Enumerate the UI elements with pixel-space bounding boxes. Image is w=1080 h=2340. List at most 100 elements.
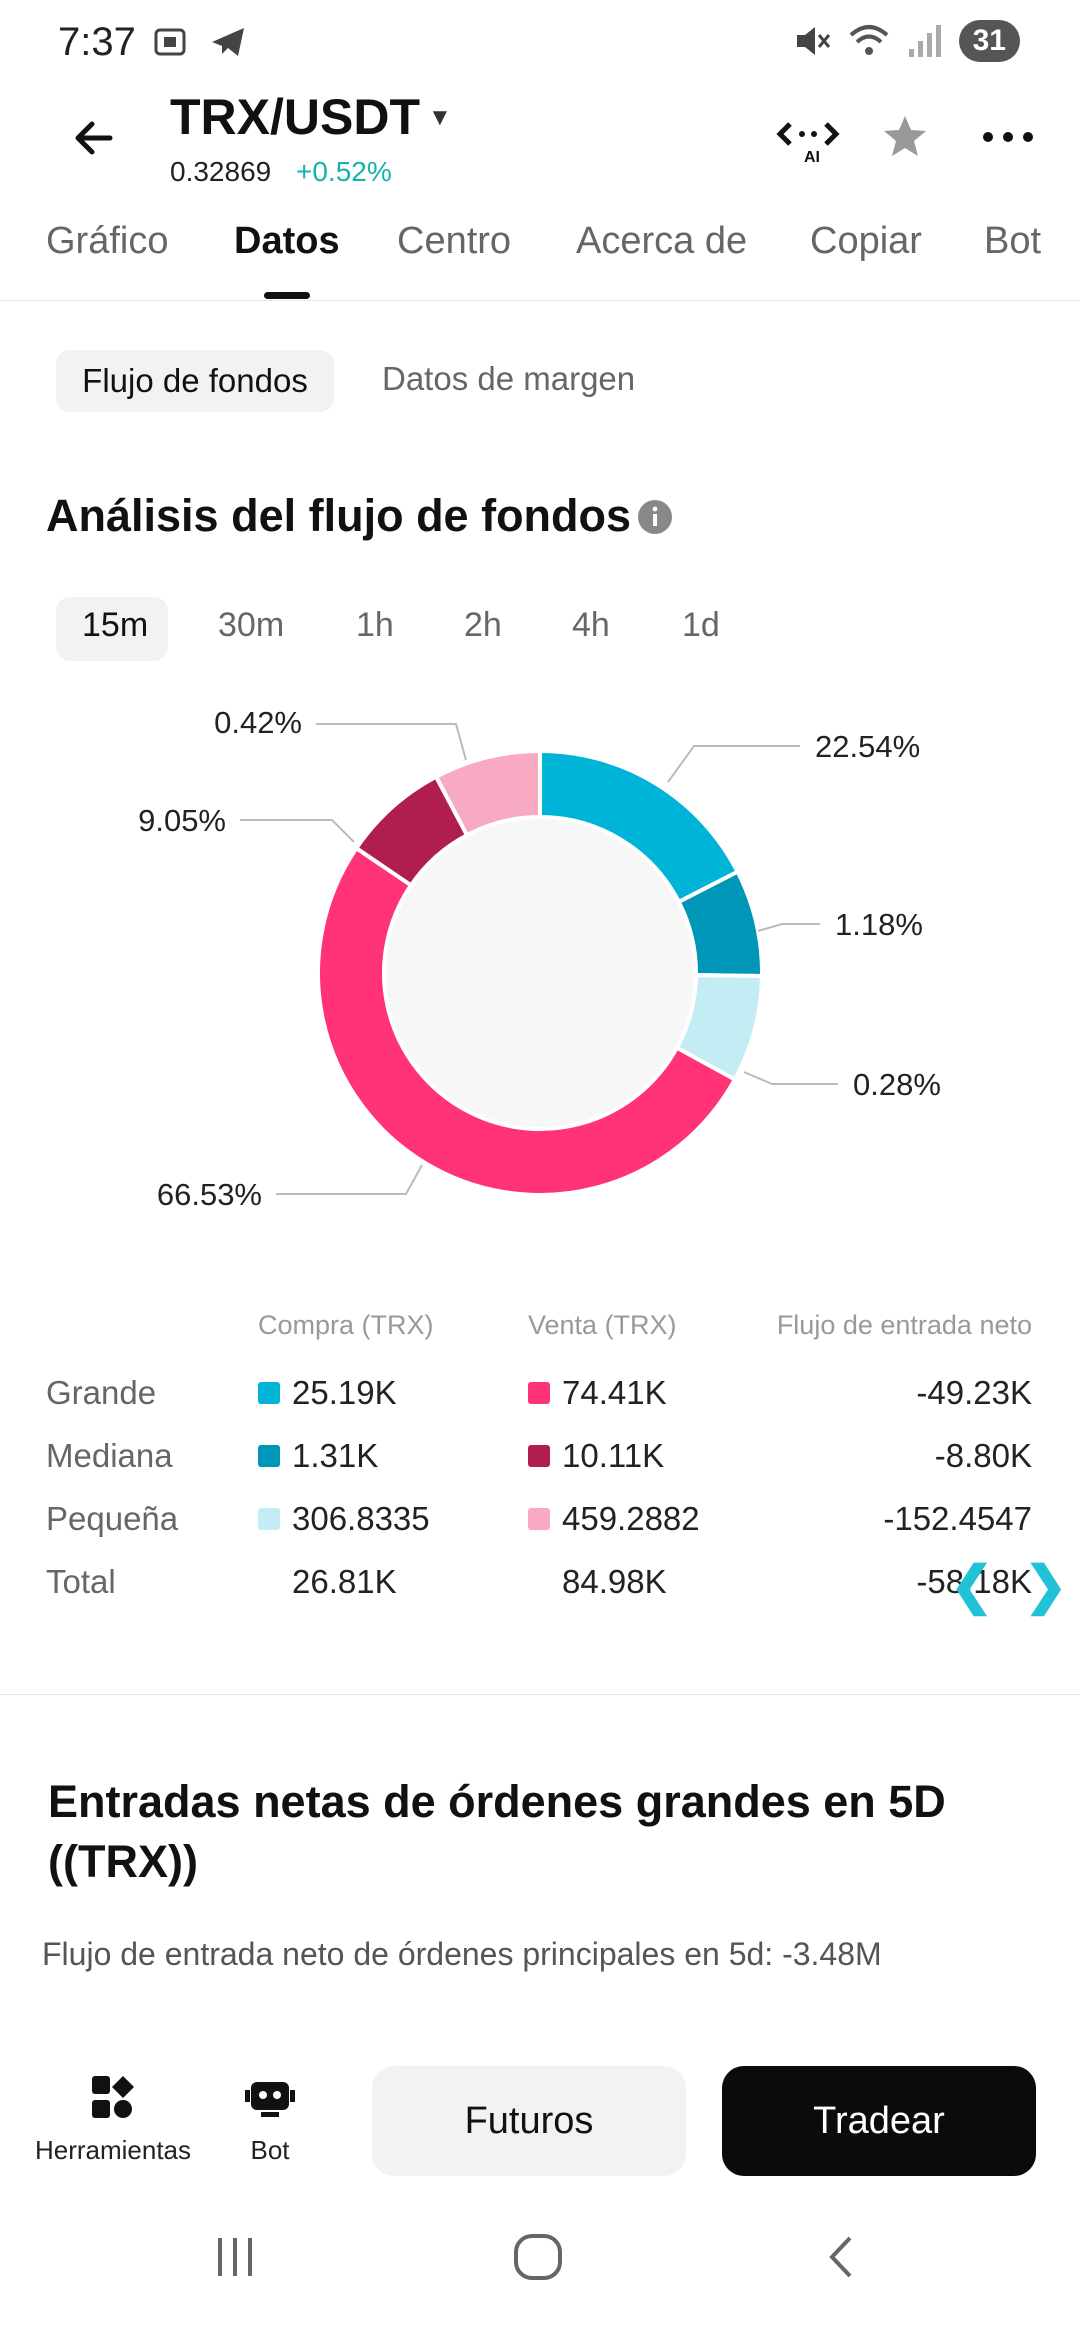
tools-grid-icon: [92, 2076, 134, 2118]
last-price: 0.32869: [170, 156, 272, 187]
system-back-icon[interactable]: [822, 2232, 862, 2282]
donut-leader-line: [743, 1071, 838, 1085]
floating-right-chevron-icon[interactable]: ❯: [1024, 1557, 1068, 1615]
tab-datos[interactable]: Datos: [234, 220, 340, 262]
favorite-star-icon[interactable]: [880, 112, 930, 162]
row-label-total: Total: [46, 1563, 116, 1600]
mute-icon: [796, 27, 830, 55]
battery-level: 31: [958, 20, 1020, 62]
header-sell: Venta (TRX): [528, 1310, 677, 1340]
cell-buy-pequena: 306.8335: [258, 1500, 430, 1538]
value-net-mediana: -8.80K: [934, 1437, 1032, 1474]
donut-center: [384, 817, 696, 1129]
telegram-icon: [212, 28, 244, 56]
donut-percent-label: 1.18%: [835, 907, 923, 942]
value-buy-mediana: 1.31K: [292, 1437, 379, 1474]
swatch-small-sell: [528, 1508, 550, 1530]
header-net: Flujo de entrada neto: [776, 1310, 1032, 1340]
cell-sell-grande: 74.41K: [528, 1374, 667, 1412]
home-icon[interactable]: [510, 2232, 566, 2282]
value-sell-pequena: 459.2882: [562, 1500, 700, 1537]
range-15m[interactable]: 15m: [82, 606, 149, 644]
section-divider: [0, 1694, 1080, 1695]
donut-slice-grande-venta[interactable]: [316, 845, 738, 1197]
floating-left-chevron-icon[interactable]: ❮: [950, 1557, 994, 1615]
range-1h[interactable]: 1h: [356, 606, 394, 644]
active-tab-indicator: [264, 292, 310, 299]
cell-buy-grande: 25.19K: [258, 1374, 397, 1412]
swatch-small-buy: [258, 1508, 280, 1530]
subtab-datos-de-margen[interactable]: Datos de margen: [382, 360, 636, 397]
robot-icon: [245, 2082, 295, 2117]
signal-icon: [908, 25, 941, 57]
large-orders-subtitle: Flujo de entrada neto de órdenes princip…: [42, 1936, 882, 1972]
svg-text:AI: AI: [804, 149, 820, 164]
donut-percent-label: 0.28%: [853, 1067, 941, 1102]
main-tabs: Gráfico Datos Centro Acerca de Copiar Bo…: [0, 220, 1080, 300]
range-2h[interactable]: 2h: [464, 606, 502, 644]
row-label-pequena: Pequeña: [46, 1500, 179, 1537]
status-right: 31: [791, 20, 1020, 62]
value-buy-grande: 25.19K: [292, 1374, 397, 1411]
value-buy-pequena: 306.8335: [292, 1500, 430, 1537]
value-net-total: -58.18K: [916, 1563, 1032, 1600]
value-buy-total: 26.81K: [292, 1563, 397, 1600]
donut-percent-label: 22.54%: [815, 729, 920, 764]
back-arrow-icon[interactable]: [70, 112, 122, 164]
value-sell-mediana: 10.11K: [562, 1437, 665, 1474]
fund-flow-table: Compra (TRX) Venta (TRX) Flujo de entrad…: [0, 1310, 1080, 1610]
donut-percent-label: 9.05%: [138, 803, 226, 838]
info-icon[interactable]: [637, 499, 673, 535]
price-change: +0.52%: [296, 156, 392, 187]
donut-slice-pequena-venta[interactable]: [433, 748, 542, 838]
swatch-medium-sell: [528, 1445, 550, 1467]
value-sell-total: 84.98K: [562, 1563, 667, 1600]
range-4h[interactable]: 4h: [572, 606, 610, 644]
pair-dropdown-icon[interactable]: ▼: [428, 104, 452, 131]
cell-sell-pequena: 459.2882: [528, 1500, 700, 1538]
tab-grafico[interactable]: Gráfico: [46, 220, 169, 262]
donut-leader-line: [240, 819, 355, 843]
ai-assistant-icon[interactable]: AI: [776, 112, 842, 164]
screenshot-icon: [154, 28, 186, 56]
bot-button[interactable]: Bot: [220, 2074, 320, 2166]
donut-leader-line: [757, 923, 820, 932]
futures-button[interactable]: Futuros: [372, 2066, 686, 2176]
swatch-medium-buy: [258, 1445, 280, 1467]
status-icons: [150, 22, 248, 62]
recent-apps-icon[interactable]: [210, 2232, 260, 2282]
subtab-flujo-de-fondos[interactable]: Flujo de fondos: [56, 350, 334, 412]
fund-flow-donut-chart: 22.54% 1.18% 0.28% 66.53% 9.05% 0.42%: [138, 705, 941, 1212]
tab-bot[interactable]: Bot: [984, 220, 1042, 262]
cell-buy-mediana: 1.31K: [258, 1437, 378, 1475]
large-orders-title: Entradas netas de órdenes grandes en 5D …: [48, 1776, 946, 1887]
tabs-divider: [0, 300, 1080, 301]
tools-button[interactable]: Herramientas: [28, 2074, 198, 2166]
row-label-mediana: Mediana: [46, 1437, 173, 1474]
range-1d[interactable]: 1d: [682, 606, 720, 644]
cell-sell-mediana: 10.11K: [528, 1437, 664, 1475]
header-buy: Compra (TRX): [258, 1310, 434, 1340]
donut-percent-label: 66.53%: [157, 1177, 262, 1212]
tab-centro[interactable]: Centro: [397, 220, 512, 262]
value-net-pequena: -152.4547: [883, 1500, 1032, 1537]
time-range-active-bg: [56, 597, 168, 661]
donut-leader-line: [667, 745, 800, 783]
pair-title[interactable]: TRX/USDT: [170, 89, 420, 145]
donut-leader-line: [316, 723, 467, 761]
value-net-grande: -49.23K: [916, 1374, 1032, 1411]
range-30m[interactable]: 30m: [218, 606, 285, 644]
swatch-large-buy: [258, 1382, 280, 1404]
status-time: 7:37: [58, 20, 136, 64]
swatch-large-sell: [528, 1382, 550, 1404]
value-sell-grande: 74.41K: [562, 1374, 667, 1411]
row-label-grande: Grande: [46, 1374, 157, 1411]
tab-copiar[interactable]: Copiar: [810, 220, 922, 262]
donut-percent-label: 0.42%: [214, 705, 302, 740]
trade-button[interactable]: Tradear: [722, 2066, 1036, 2176]
tools-label: Herramientas: [34, 2135, 192, 2165]
bot-label: Bot: [250, 2135, 290, 2165]
section-title: Análisis del flujo de fondos: [46, 490, 632, 541]
more-options-icon[interactable]: [980, 112, 1036, 162]
tab-acerca-de[interactable]: Acerca de: [576, 220, 748, 262]
